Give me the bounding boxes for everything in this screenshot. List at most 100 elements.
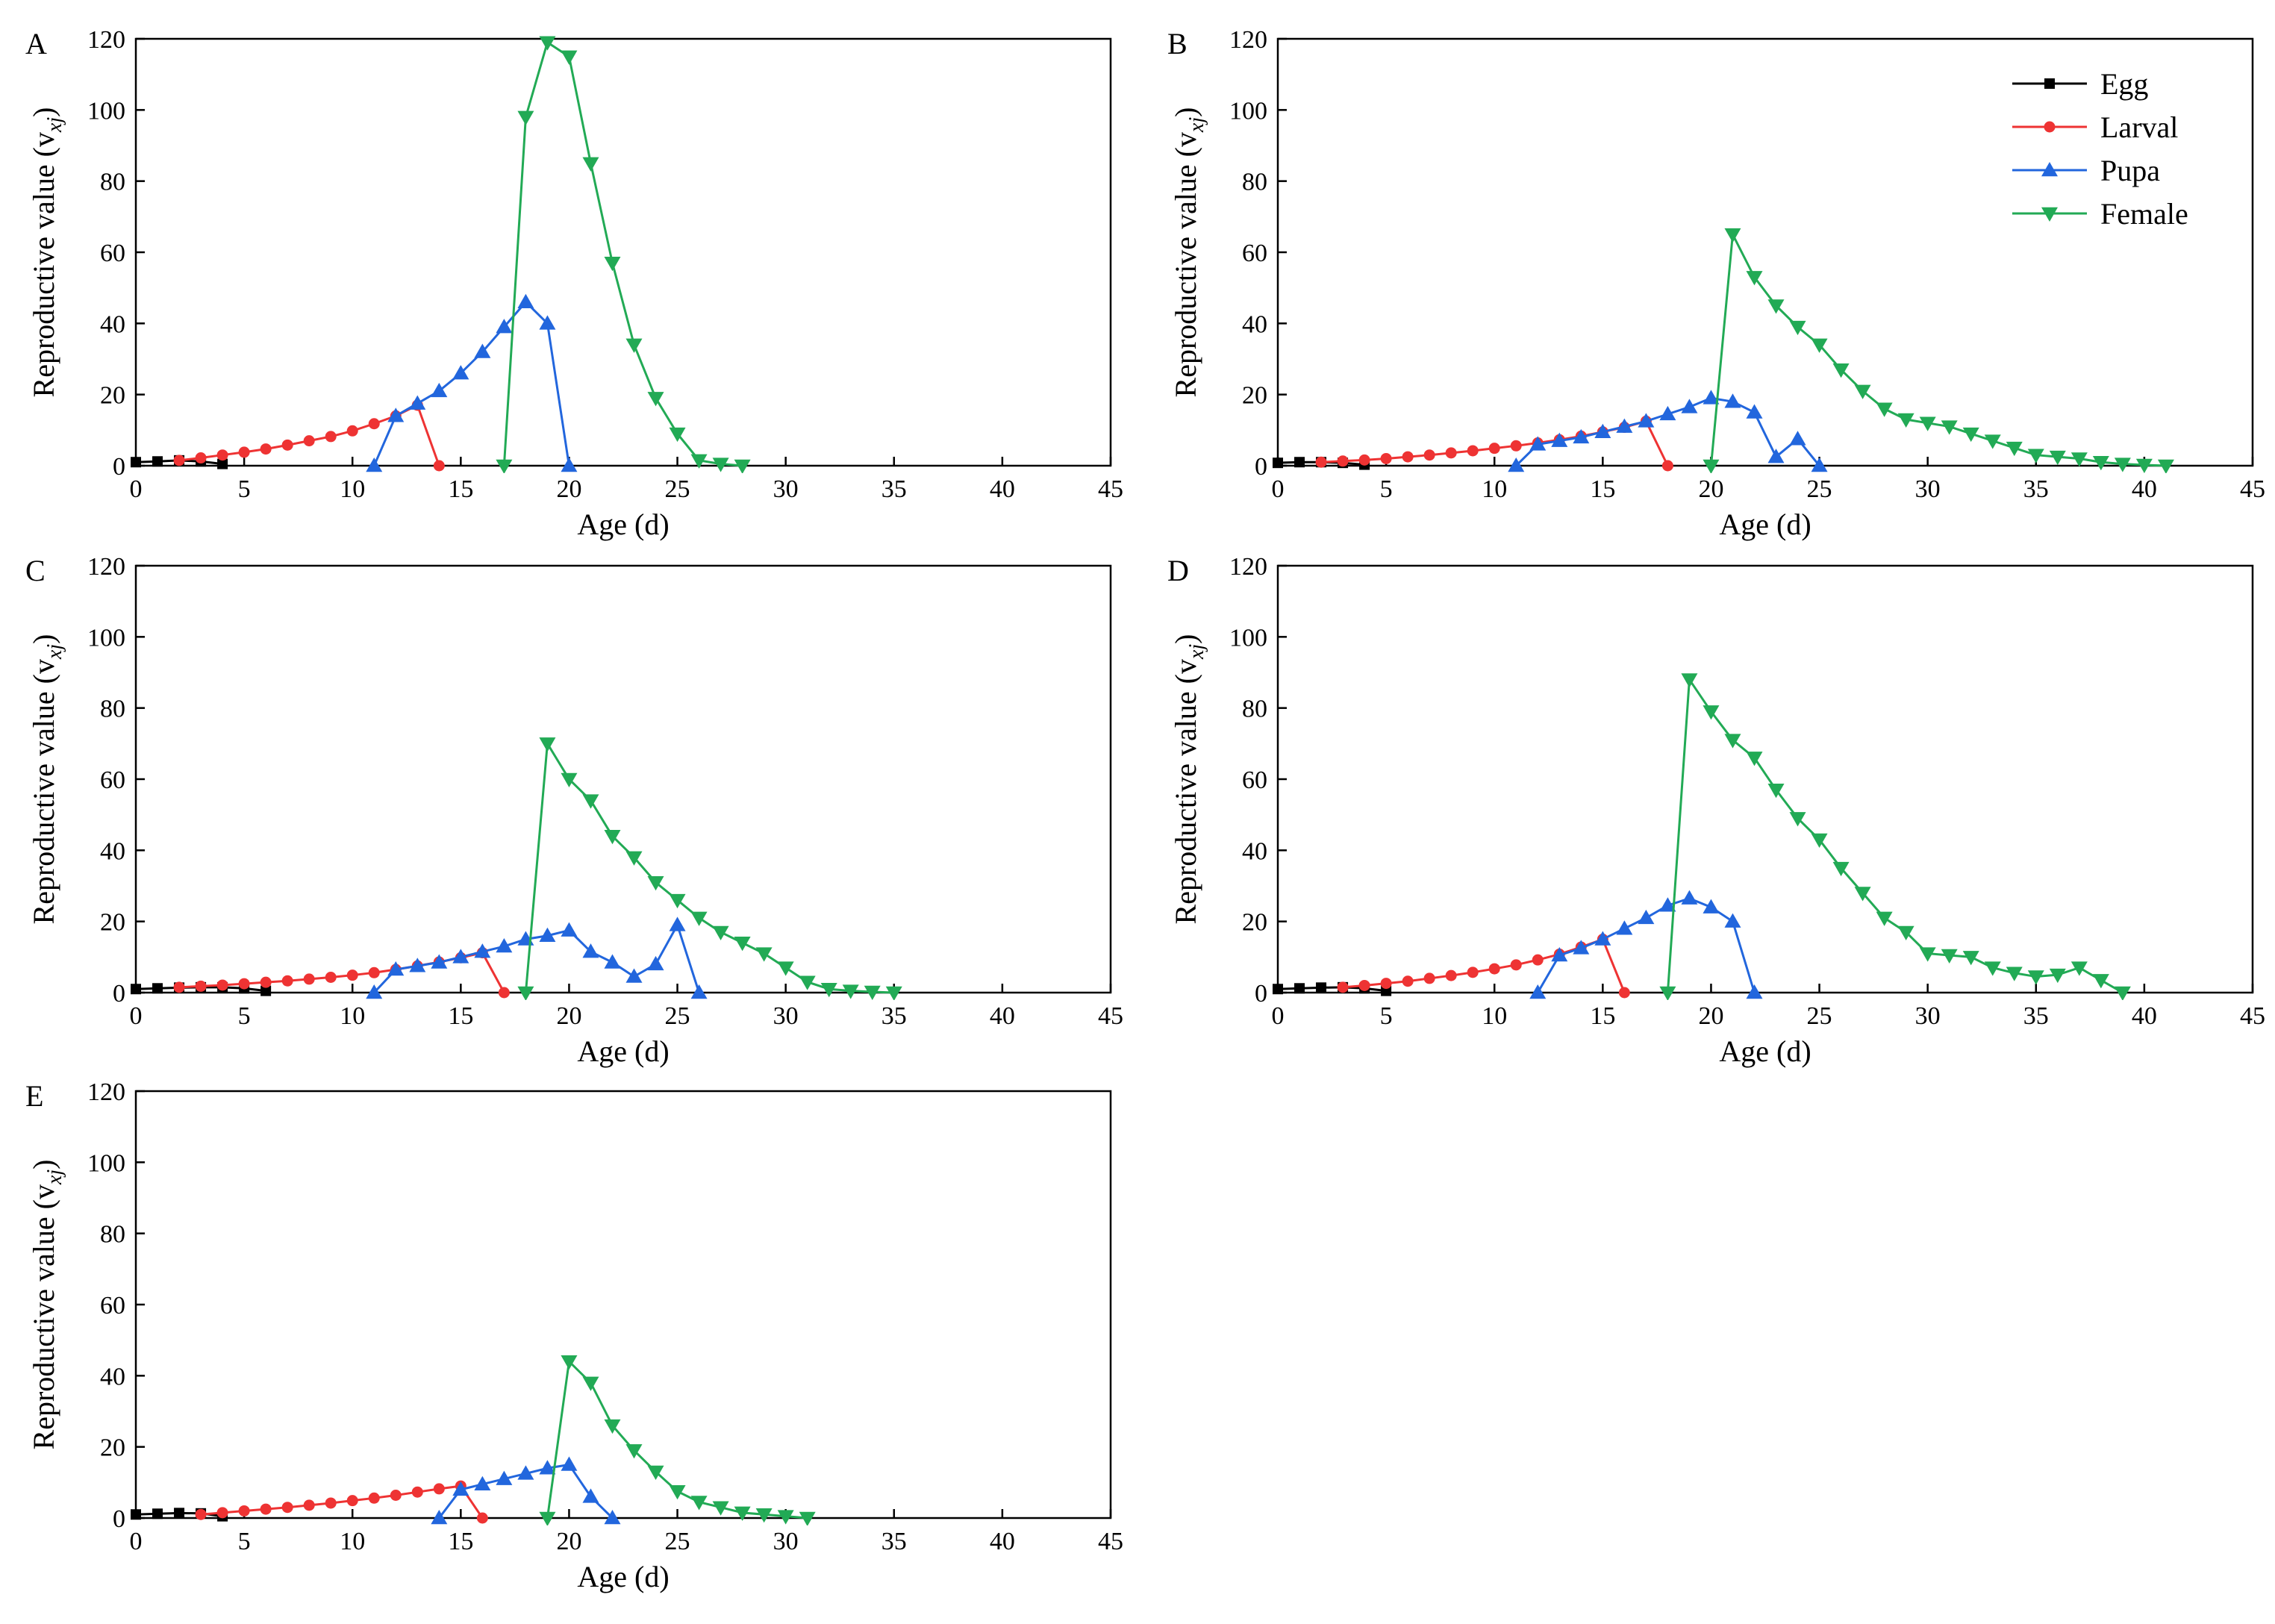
y-tick-label: 40 xyxy=(100,837,125,865)
data-point-larval xyxy=(1467,445,1479,457)
y-tick-label: 80 xyxy=(100,169,125,196)
data-point-pupa xyxy=(690,984,708,999)
x-tick-label: 30 xyxy=(1915,475,1941,503)
data-point-larval xyxy=(1358,979,1370,991)
data-point-female xyxy=(604,1419,621,1434)
data-point-female xyxy=(734,1506,751,1521)
data-point-pupa xyxy=(1573,428,1590,444)
data-point-female xyxy=(1941,949,1958,964)
x-tick-label: 15 xyxy=(448,1528,473,1555)
data-point-egg xyxy=(131,1509,141,1520)
data-point-larval xyxy=(195,980,207,992)
data-point-pupa xyxy=(496,319,513,334)
series-female xyxy=(1659,673,2131,1000)
data-point-female xyxy=(690,454,708,469)
data-point-larval xyxy=(1337,981,1349,993)
data-point-female xyxy=(2006,966,2023,981)
series-pupa xyxy=(1529,890,1763,999)
data-point-pupa xyxy=(582,1488,599,1503)
data-point-larval xyxy=(1402,975,1414,987)
data-point-pupa xyxy=(452,949,469,964)
panel-label: C xyxy=(25,554,46,587)
data-point-female xyxy=(2114,457,2131,472)
data-point-female xyxy=(1811,833,1828,849)
plot-frame xyxy=(134,37,1112,467)
data-point-larval xyxy=(1618,987,1630,999)
x-tick-label: 40 xyxy=(990,1002,1015,1030)
x-tick-label: 0 xyxy=(130,1528,143,1555)
y-tick-label: 100 xyxy=(87,97,125,125)
data-point-larval xyxy=(260,976,272,988)
x-tick-label: 10 xyxy=(340,1002,365,1030)
series-pupa xyxy=(1508,390,1828,472)
data-point-female xyxy=(2114,986,2131,1000)
data-point-female xyxy=(1962,951,1979,966)
data-point-pupa xyxy=(582,943,599,958)
data-point-female xyxy=(820,982,837,998)
data-point-female xyxy=(842,984,859,999)
data-point-egg xyxy=(131,457,141,468)
data-point-larval xyxy=(1315,456,1327,468)
data-point-pupa xyxy=(1811,457,1828,472)
data-point-female xyxy=(625,1444,643,1459)
y-tick-label: 20 xyxy=(1242,382,1267,410)
data-point-larval xyxy=(1402,451,1414,463)
x-axis-label: Age (d) xyxy=(577,508,669,541)
data-point-female xyxy=(1811,338,1828,353)
data-point-pupa xyxy=(452,365,469,380)
data-point-female xyxy=(1681,673,1698,688)
data-point-female xyxy=(517,986,534,1000)
data-point-female xyxy=(1767,299,1785,314)
legend-label-egg: Egg xyxy=(2100,67,2148,101)
y-tick-label: 40 xyxy=(100,310,125,338)
y-tick-label: 100 xyxy=(1229,97,1267,125)
y-tick-label: 120 xyxy=(1229,26,1267,54)
data-point-pupa xyxy=(561,457,578,472)
data-point-female xyxy=(1832,861,1850,877)
data-point-female xyxy=(755,947,773,962)
data-point-larval xyxy=(303,973,315,985)
data-point-pupa xyxy=(1659,405,1676,421)
series-pupa xyxy=(431,1456,621,1525)
legend-marker-larval xyxy=(2044,121,2056,133)
data-point-female xyxy=(1876,402,1893,417)
data-point-pupa xyxy=(431,954,448,969)
data-point-egg xyxy=(1273,984,1283,995)
data-point-larval xyxy=(260,443,272,455)
x-tick-label: 30 xyxy=(773,1528,799,1555)
data-point-pupa xyxy=(366,984,383,999)
data-point-larval xyxy=(1337,455,1349,467)
data-point-female xyxy=(582,794,599,809)
data-point-female xyxy=(1703,459,1720,473)
x-tick-label: 0 xyxy=(130,1002,143,1030)
data-point-female xyxy=(2070,452,2088,467)
data-point-pupa xyxy=(561,1456,578,1471)
x-tick-label: 5 xyxy=(238,1528,251,1555)
panel-label: B xyxy=(1167,27,1188,60)
data-point-larval xyxy=(216,449,228,461)
x-tick-label: 25 xyxy=(1807,1002,1832,1030)
data-point-female xyxy=(604,830,621,845)
data-point-female xyxy=(1746,271,1763,286)
x-tick-label: 20 xyxy=(556,1528,581,1555)
data-point-female xyxy=(734,459,751,473)
x-tick-label: 10 xyxy=(1482,1002,1507,1030)
x-tick-label: 30 xyxy=(1915,1002,1941,1030)
data-point-larval xyxy=(1532,954,1544,966)
data-point-female xyxy=(625,851,643,866)
y-tick-label: 120 xyxy=(87,553,125,581)
data-point-pupa xyxy=(1594,423,1611,438)
data-point-larval xyxy=(390,1489,402,1501)
data-point-female xyxy=(1724,228,1741,243)
data-point-larval xyxy=(216,1507,228,1519)
data-point-female xyxy=(647,392,664,407)
data-point-female xyxy=(1767,784,1785,799)
legend-marker-egg xyxy=(2044,78,2055,89)
data-point-pupa xyxy=(517,1465,534,1480)
data-point-larval xyxy=(281,1502,293,1514)
data-point-female xyxy=(517,110,534,125)
series-line-pupa xyxy=(373,922,701,994)
data-point-larval xyxy=(260,1503,272,1515)
data-point-egg xyxy=(152,1508,163,1520)
data-point-larval xyxy=(1488,443,1500,455)
